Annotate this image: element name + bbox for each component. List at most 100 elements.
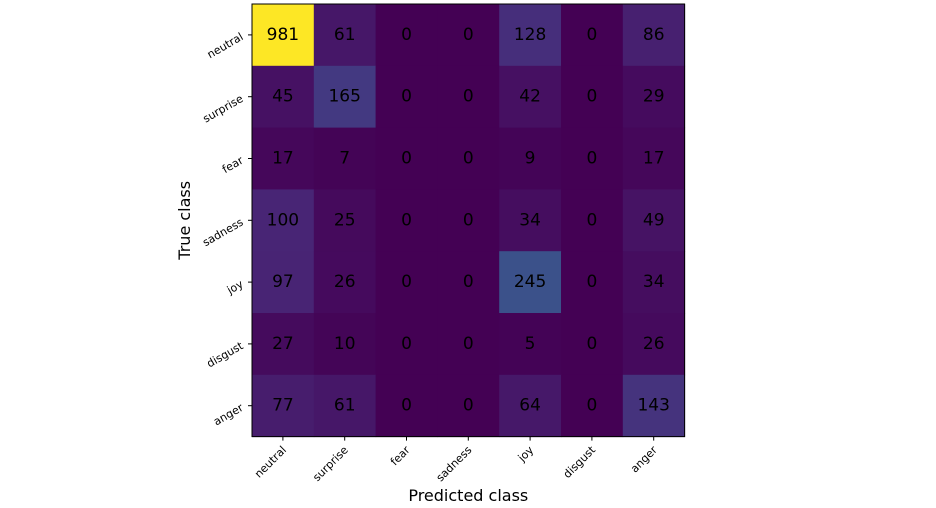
cell-value-label: 34 — [519, 210, 541, 230]
heatmap-cell-anger-neutral — [252, 374, 315, 438]
x-tick-label: neutral — [252, 444, 289, 481]
cell-value-label: 0 — [586, 149, 597, 169]
cell-value-label: 0 — [401, 149, 412, 169]
cell-value-label: 0 — [463, 87, 474, 107]
heatmap-cell-joy-sadness — [437, 251, 500, 314]
cell-value-label: 64 — [519, 396, 541, 416]
heatmap-cell-neutral-neutral — [252, 4, 315, 67]
cell-value-label: 26 — [334, 272, 356, 292]
heatmap-cell-anger-surprise — [313, 374, 377, 438]
heatmap-cell-joy-neutral — [252, 251, 315, 314]
heatmap-cell-sadness-joy — [499, 189, 562, 252]
heatmap-cells — [252, 4, 686, 438]
heatmap-cell-sadness-surprise — [313, 189, 377, 252]
cell-value-label: 0 — [401, 210, 412, 230]
heatmap-cell-sadness-sadness — [437, 189, 500, 252]
cell-value-label: 0 — [586, 210, 597, 230]
cell-value-label: 0 — [463, 210, 474, 230]
cell-value-label: 0 — [463, 149, 474, 169]
cell-value-label: 0 — [401, 25, 412, 45]
cell-value-label: 49 — [643, 210, 665, 230]
heatmap-cell-anger-joy — [499, 374, 562, 438]
x-tick-label: joy — [515, 443, 537, 465]
cell-value-label: 27 — [272, 334, 294, 354]
cell-value-label: 17 — [272, 149, 294, 169]
cell-value-label: 97 — [272, 272, 294, 292]
heatmap-cell-neutral-fear — [375, 4, 438, 67]
heatmap-cell-surprise-fear — [375, 65, 438, 129]
heatmap-cell-joy-anger — [622, 251, 686, 314]
heatmap-cell-disgust-anger — [622, 313, 686, 376]
cell-value-label: 0 — [586, 87, 597, 107]
heatmap-cell-surprise-neutral — [252, 65, 315, 129]
heatmap-cell-disgust-sadness — [437, 313, 500, 376]
cell-value-label: 0 — [401, 396, 412, 416]
cell-value-label: 0 — [586, 272, 597, 292]
y-tick-label: surprise — [201, 92, 246, 126]
heatmap-cell-neutral-surprise — [313, 4, 377, 67]
cell-value-label: 128 — [514, 25, 546, 45]
cell-value-label: 7 — [339, 149, 350, 169]
heatmap-cell-fear-surprise — [313, 127, 377, 190]
heatmap-cell-joy-surprise — [313, 251, 377, 314]
x-tick-label: surprise — [310, 443, 351, 484]
cell-value-label: 45 — [272, 87, 294, 107]
y-tick-label: fear — [220, 154, 246, 176]
cell-value-label: 9 — [525, 149, 536, 169]
cell-value-label: 26 — [643, 334, 665, 354]
y-axis-label: True class — [175, 181, 194, 261]
heatmap-cell-surprise-surprise — [313, 65, 377, 129]
heatmap-cell-sadness-disgust — [561, 189, 624, 252]
heatmap-cell-disgust-fear — [375, 313, 438, 376]
x-tick-label: sadness — [434, 443, 475, 484]
y-tick-label: disgust — [205, 339, 247, 370]
heatmap-cell-sadness-fear — [375, 189, 438, 252]
heatmap-cell-sadness-anger — [622, 189, 686, 252]
cell-value-label: 77 — [272, 396, 294, 416]
heatmap-cell-surprise-joy — [499, 65, 562, 129]
y-tick-label: joy — [224, 277, 246, 297]
cell-value-label: 42 — [519, 87, 541, 107]
heatmap-cell-surprise-disgust — [561, 65, 624, 129]
cell-value-label: 0 — [463, 25, 474, 45]
cell-value-label: 29 — [643, 87, 665, 107]
heatmap-cell-neutral-anger — [622, 4, 686, 67]
y-axis-ticks: neutral surprise fear sadness joy disgust ange… — [200, 30, 252, 428]
heatmap-cell-fear-anger — [622, 127, 686, 190]
y-tick-label: neutral — [205, 30, 246, 61]
cell-value-label: 100 — [267, 210, 299, 230]
cell-value-label: 143 — [637, 396, 669, 416]
heatmap-cell-joy-joy — [499, 251, 562, 314]
x-axis-label: Predicted class — [408, 486, 528, 505]
heatmap-cell-anger-sadness — [437, 374, 500, 438]
heatmap-cell-fear-fear — [375, 127, 438, 190]
cell-value-label: 25 — [334, 210, 356, 230]
heatmap-cell-fear-neutral — [252, 127, 315, 190]
cell-value-label: 981 — [267, 25, 299, 45]
x-axis-ticks: neutral surprise fear sadness joy disgust ange… — [252, 436, 660, 484]
x-tick-label: anger — [628, 443, 660, 475]
cell-value-label: 34 — [643, 272, 665, 292]
cell-value-label: 165 — [328, 87, 360, 107]
cell-value-label: 0 — [463, 334, 474, 354]
y-tick-label: anger — [211, 401, 246, 428]
heatmap-cell-anger-disgust — [561, 374, 624, 438]
cell-value-label: 17 — [643, 149, 665, 169]
heatmap-cell-fear-disgust — [561, 127, 624, 190]
cell-value-label: 61 — [334, 25, 356, 45]
heatmap-cell-fear-sadness — [437, 127, 500, 190]
y-tick-label: sadness — [200, 216, 245, 250]
cell-value-label: 0 — [401, 87, 412, 107]
heatmap-cell-surprise-anger — [622, 65, 686, 129]
cell-value-label: 0 — [463, 396, 474, 416]
cell-value-label: 61 — [334, 396, 356, 416]
cell-value-label: 245 — [514, 272, 546, 292]
x-tick-label: fear — [388, 443, 413, 468]
heatmap-cell-disgust-surprise — [313, 313, 377, 376]
heatmap-cell-anger-anger — [622, 374, 686, 438]
cell-value-label: 0 — [586, 334, 597, 354]
heatmap-cell-sadness-neutral — [252, 189, 315, 252]
heatmap-cell-disgust-neutral — [252, 313, 315, 376]
